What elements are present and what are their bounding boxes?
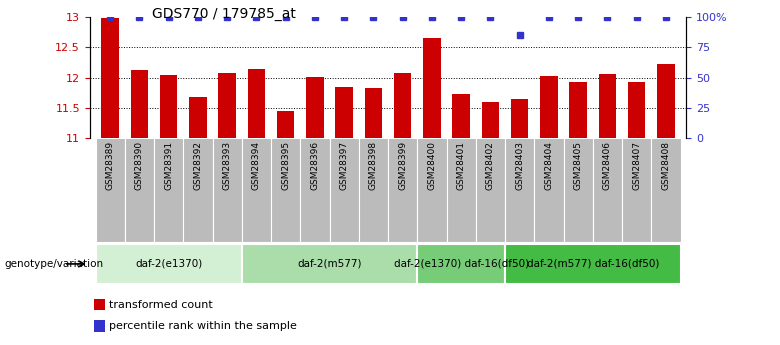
Text: GSM28407: GSM28407 xyxy=(632,141,641,190)
Bar xyxy=(657,64,675,138)
Bar xyxy=(388,138,417,241)
Bar xyxy=(622,138,651,241)
Text: GDS770 / 179785_at: GDS770 / 179785_at xyxy=(152,7,296,21)
Text: GSM28402: GSM28402 xyxy=(486,141,495,190)
Bar xyxy=(563,138,593,241)
Bar xyxy=(534,138,563,241)
Bar xyxy=(628,82,645,138)
Bar xyxy=(247,69,265,138)
Text: GSM28394: GSM28394 xyxy=(252,141,261,190)
Bar xyxy=(218,73,236,138)
Bar xyxy=(364,89,382,138)
Bar xyxy=(598,74,616,138)
Text: GSM28408: GSM28408 xyxy=(661,141,671,190)
Text: GSM28389: GSM28389 xyxy=(105,141,115,190)
Text: GSM28400: GSM28400 xyxy=(427,141,437,190)
Text: GSM28395: GSM28395 xyxy=(281,141,290,190)
Text: percentile rank within the sample: percentile rank within the sample xyxy=(109,321,297,331)
Bar xyxy=(154,138,183,241)
Bar xyxy=(125,138,154,241)
Text: daf-2(e1370): daf-2(e1370) xyxy=(135,259,202,269)
Text: GSM28391: GSM28391 xyxy=(164,141,173,190)
Bar xyxy=(242,138,271,241)
Bar xyxy=(511,99,528,138)
Bar xyxy=(306,77,324,138)
Bar xyxy=(359,138,388,241)
Bar xyxy=(242,244,417,284)
Text: GSM28398: GSM28398 xyxy=(369,141,378,190)
Bar xyxy=(335,87,353,138)
Bar xyxy=(505,138,534,241)
Bar xyxy=(101,18,119,138)
Text: GSM28404: GSM28404 xyxy=(544,141,554,190)
Text: GSM28396: GSM28396 xyxy=(310,141,320,190)
Bar xyxy=(131,70,148,138)
Text: GSM28390: GSM28390 xyxy=(135,141,144,190)
Bar xyxy=(476,138,505,241)
Bar xyxy=(329,138,359,241)
Bar xyxy=(540,77,558,138)
Bar xyxy=(423,38,441,138)
Text: GSM28406: GSM28406 xyxy=(603,141,612,190)
Bar xyxy=(271,138,300,241)
Bar xyxy=(95,244,242,284)
Bar xyxy=(569,82,587,138)
Bar xyxy=(446,138,476,241)
Bar xyxy=(94,320,105,332)
Bar xyxy=(160,75,177,138)
Text: GSM28405: GSM28405 xyxy=(573,141,583,190)
Bar xyxy=(300,138,329,241)
Text: daf-2(e1370) daf-16(df50): daf-2(e1370) daf-16(df50) xyxy=(394,259,529,269)
Bar xyxy=(505,244,680,284)
Text: GSM28403: GSM28403 xyxy=(515,141,524,190)
Text: genotype/variation: genotype/variation xyxy=(4,259,103,269)
Bar xyxy=(277,111,295,138)
Bar xyxy=(593,138,622,241)
Text: GSM28399: GSM28399 xyxy=(398,141,407,190)
Bar xyxy=(212,138,242,241)
Text: GSM28397: GSM28397 xyxy=(339,141,349,190)
Bar xyxy=(417,138,446,241)
Bar xyxy=(394,73,412,138)
Text: GSM28393: GSM28393 xyxy=(222,141,232,190)
Bar xyxy=(189,97,207,138)
Bar xyxy=(94,299,105,310)
Bar xyxy=(651,138,680,241)
Bar xyxy=(417,244,505,284)
Text: daf-2(m577) daf-16(df50): daf-2(m577) daf-16(df50) xyxy=(526,259,659,269)
Text: GSM28392: GSM28392 xyxy=(193,141,203,190)
Bar xyxy=(95,138,125,241)
Bar xyxy=(183,138,212,241)
Text: daf-2(m577): daf-2(m577) xyxy=(297,259,362,269)
Bar xyxy=(452,94,470,138)
Text: transformed count: transformed count xyxy=(109,299,213,309)
Bar xyxy=(481,102,499,138)
Text: GSM28401: GSM28401 xyxy=(456,141,466,190)
